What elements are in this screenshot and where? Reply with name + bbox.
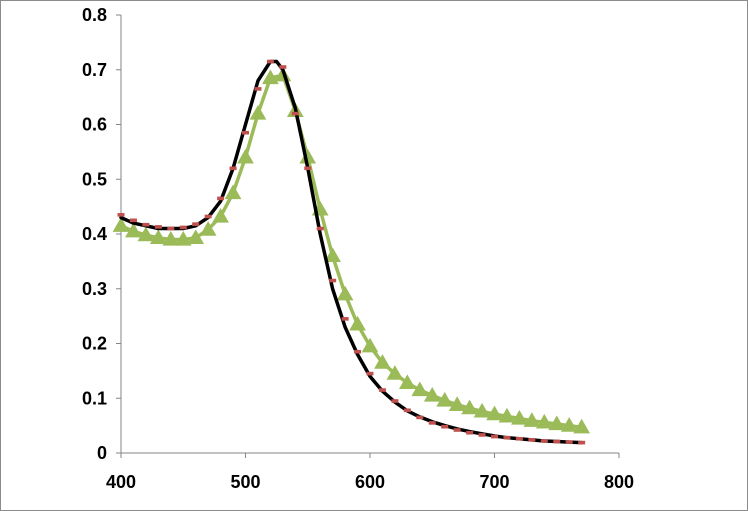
y-tick-label: 0 [97,443,107,463]
dash-marker [391,399,399,403]
y-tick-label: 0.6 [82,115,107,135]
dash-marker [329,278,337,283]
triangle-marker [187,229,205,244]
x-tick-label: 600 [355,472,385,492]
triangle-marker [112,217,130,232]
triangle-marker [436,391,454,407]
dash-marker [565,440,573,444]
triangle-marker [461,399,478,415]
y-tick-label: 0.7 [82,60,107,80]
dash-marker [242,130,249,135]
triangle-marker [486,405,503,421]
series-black-line [119,59,584,445]
dash-marker [403,408,411,413]
triangle-marker [448,396,466,411]
dash-marker [279,65,287,69]
dash-marker [416,415,424,420]
y-tick-label: 0.4 [82,224,107,244]
dash-marker [366,371,374,376]
dash-marker [540,439,548,443]
x-tick-label: 800 [604,472,634,492]
series-layer [112,59,591,445]
triangle-marker [149,229,167,244]
dash-marker [341,317,349,321]
triangle-marker [374,354,391,369]
dash-marker [354,349,362,354]
dash-marker [229,166,237,171]
triangle-marker [349,315,366,331]
dash-marker [204,214,212,219]
triangle-marker [249,105,267,120]
series-line [120,73,582,430]
dash-marker [515,436,523,441]
tick-labels: 0 0.1 0.2 0.3 0.4 0.5 0.6 0.7 0.8 400 500 600 700 800 [82,5,634,492]
triangle-marker [224,184,242,200]
dash-marker [578,440,586,445]
dash-marker [291,111,299,116]
dash-marker [428,421,436,425]
dash-marker [266,59,274,64]
y-tick-label: 0.2 [82,334,107,354]
dash-marker [528,438,536,442]
triangle-marker [262,69,279,85]
triangle-marker [361,337,379,353]
triangle-marker [386,365,404,380]
dash-marker [441,424,449,429]
dash-marker [192,222,200,226]
dash-marker [553,439,561,444]
triangle-marker [324,247,342,263]
dash-marker [304,166,312,171]
dash-marker [453,428,461,432]
dash-marker [491,434,498,439]
triangle-marker [511,409,528,425]
dash-marker [167,226,175,231]
triangle-marker [237,148,254,164]
triangle-marker [162,230,180,246]
dash-marker [117,213,125,217]
triangle-marker [174,230,192,246]
dash-marker [316,226,324,231]
y-tick-label: 0.5 [82,169,107,189]
triangle-marker [137,226,155,242]
dash-marker [142,222,150,227]
triangle-marker [199,221,217,236]
triangle-marker [473,402,491,418]
dash-marker [154,225,162,229]
dash-marker [503,435,511,440]
y-tick-label: 0.8 [82,5,107,25]
dash-marker [466,430,474,435]
y-tick-label: 0.1 [82,388,107,408]
dash-marker [378,388,386,392]
triangle-marker [398,374,416,390]
dash-marker [254,87,262,91]
chart-axes [116,14,620,458]
triangle-marker [535,413,553,429]
triangle-marker [573,418,591,434]
dash-marker [129,218,137,223]
triangle-marker [125,222,142,238]
triangle-marker [336,285,354,301]
triangle-marker [411,381,429,397]
dash-marker [217,196,225,201]
series-line [119,59,584,445]
x-tick-label: 400 [106,472,136,492]
dash-marker [478,433,486,437]
triangle-marker [423,387,441,402]
y-tick-label: 0.3 [82,279,107,299]
dash-marker [179,225,187,230]
triangle-marker [498,407,516,423]
triangle-marker [560,417,578,432]
triangle-marker [212,207,229,223]
x-tick-label: 700 [479,472,509,492]
series-green-triangles [112,66,591,434]
triangle-marker [548,415,566,431]
series-red-dashes [117,59,586,445]
triangle-marker [523,412,541,427]
x-tick-label: 500 [230,472,260,492]
